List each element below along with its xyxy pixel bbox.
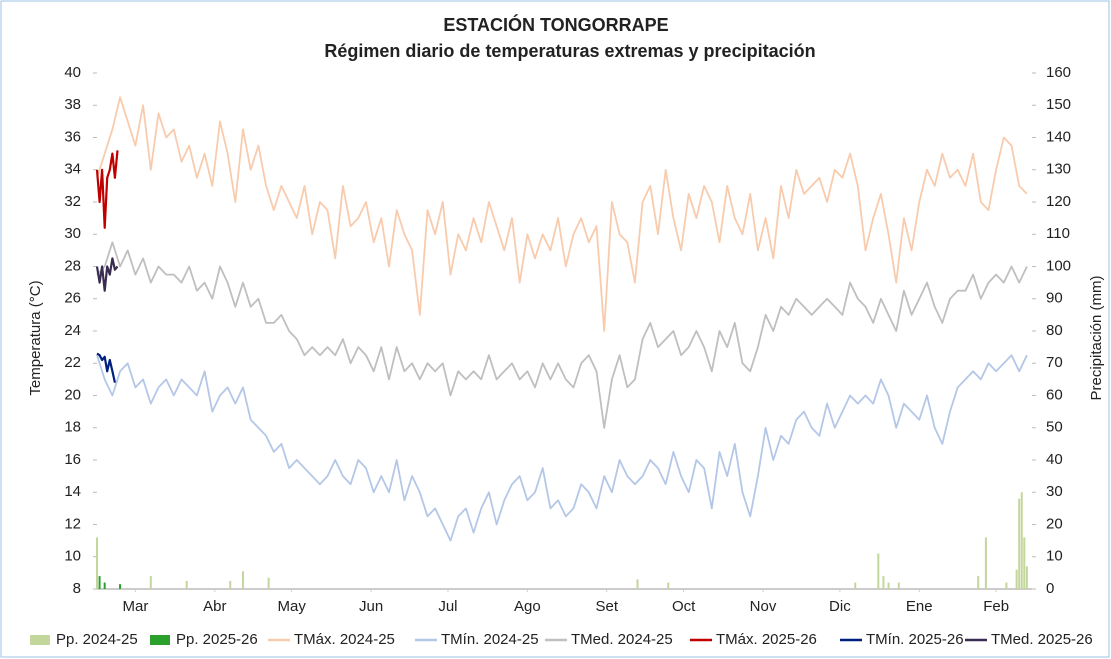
temp-line (96, 96, 1028, 332)
chart-title: ESTACIÓN TONGORRAPE (443, 14, 668, 35)
precip-bar (1015, 569, 1018, 589)
precip-bar (242, 571, 245, 589)
x-tick-label: Jun (359, 598, 383, 615)
legend-label: TMín. 2024-25 (441, 631, 539, 648)
y-tick-label: 10 (64, 548, 81, 565)
y2-tick-label: 10 (1046, 548, 1063, 565)
precip-bar (667, 582, 670, 589)
x-tick-label: Mar (123, 598, 149, 615)
precip-bar (1018, 498, 1021, 589)
precip-bar (877, 553, 880, 589)
x-tick-label: Nov (750, 598, 777, 615)
y2-tick-label: 70 (1046, 354, 1063, 371)
y2-tick-label: 30 (1046, 483, 1063, 500)
x-tick-label: Ago (514, 598, 541, 615)
precip-bar (887, 582, 890, 589)
precip-bar (229, 580, 232, 589)
legend-swatch (150, 635, 170, 645)
temp-line (96, 354, 1028, 542)
precip-bar (103, 582, 106, 589)
y-tick-label: 8 (73, 580, 81, 597)
y-axis-label: Temperatura (°C) (27, 280, 44, 395)
y2-tick-label: 0 (1046, 580, 1054, 597)
y-tick-label: 16 (64, 451, 81, 468)
legend-label: Pp. 2025-26 (176, 631, 258, 648)
y-tick-label: 12 (64, 515, 81, 532)
legend-label: TMáx. 2025-26 (716, 631, 817, 648)
y-tick-label: 14 (64, 483, 81, 500)
x-tick-label: Ene (906, 598, 933, 615)
y2-tick-label: 20 (1046, 515, 1063, 532)
x-tick-label: Set (596, 598, 619, 615)
x-tick-label: Oct (672, 598, 696, 615)
y-tick-label: 18 (64, 419, 81, 436)
x-tick-label: Jul (438, 598, 457, 615)
legend-label: TMed. 2024-25 (571, 631, 673, 648)
y2-tick-label: 80 (1046, 322, 1063, 339)
legend-label: TMáx. 2024-25 (294, 631, 395, 648)
y-tick-label: 26 (64, 290, 81, 307)
precip-bar (1023, 537, 1026, 589)
y-tick-label: 36 (64, 128, 81, 145)
y2-tick-label: 140 (1046, 128, 1071, 145)
y-tick-label: 38 (64, 96, 81, 113)
temp-line (96, 241, 1028, 429)
temp-line (96, 352, 116, 383)
y2-tick-label: 50 (1046, 419, 1063, 436)
y2-tick-label: 100 (1046, 257, 1071, 274)
y-tick-label: 22 (64, 354, 81, 371)
precip-bar (96, 537, 98, 589)
precip-bar (149, 576, 152, 589)
x-tick-label: Abr (203, 598, 226, 615)
y2-tick-label: 60 (1046, 386, 1063, 403)
y2-tick-label: 160 (1046, 64, 1071, 81)
y2-tick-label: 130 (1046, 161, 1071, 178)
y-tick-label: 32 (64, 193, 81, 210)
temp-line (95, 257, 119, 292)
precip-bar (636, 579, 639, 589)
y2-tick-label: 110 (1046, 225, 1070, 242)
y2-axis-label: Precipitación (mm) (1088, 275, 1105, 400)
legend-label: TMín. 2025-26 (866, 631, 964, 648)
y-tick-label: 34 (64, 161, 81, 178)
x-tick-label: May (278, 598, 307, 615)
precip-bar (185, 580, 188, 589)
precip-bar (1005, 582, 1008, 589)
legend-label: Pp. 2024-25 (56, 631, 138, 648)
precip-bar (897, 582, 900, 589)
y-tick-label: 40 (64, 64, 81, 81)
precip-bar (854, 582, 857, 589)
x-tick-label: Feb (983, 598, 1009, 615)
precip-bar (267, 577, 270, 589)
precip-bar (882, 576, 885, 589)
legend-swatch (30, 635, 50, 645)
chart-subtitle: Régimen diario de temperaturas extremas … (324, 41, 815, 61)
y-tick-label: 28 (64, 257, 81, 274)
legend-label: TMed. 2025-26 (991, 631, 1093, 648)
x-tick-label: Dic (829, 598, 851, 615)
y2-tick-label: 90 (1046, 290, 1063, 307)
y-tick-label: 30 (64, 225, 81, 242)
y2-tick-label: 120 (1046, 193, 1071, 210)
precip-bar (98, 576, 101, 589)
y2-tick-label: 40 (1046, 451, 1063, 468)
precip-bar (977, 576, 980, 589)
y-tick-label: 20 (64, 386, 81, 403)
y-tick-label: 24 (64, 322, 81, 339)
y2-tick-label: 150 (1046, 96, 1071, 113)
precip-bar (1025, 566, 1028, 589)
precip-bar (984, 537, 987, 589)
precip-bar (1020, 492, 1023, 589)
precip-bar (119, 584, 122, 589)
temp-line (95, 150, 119, 229)
